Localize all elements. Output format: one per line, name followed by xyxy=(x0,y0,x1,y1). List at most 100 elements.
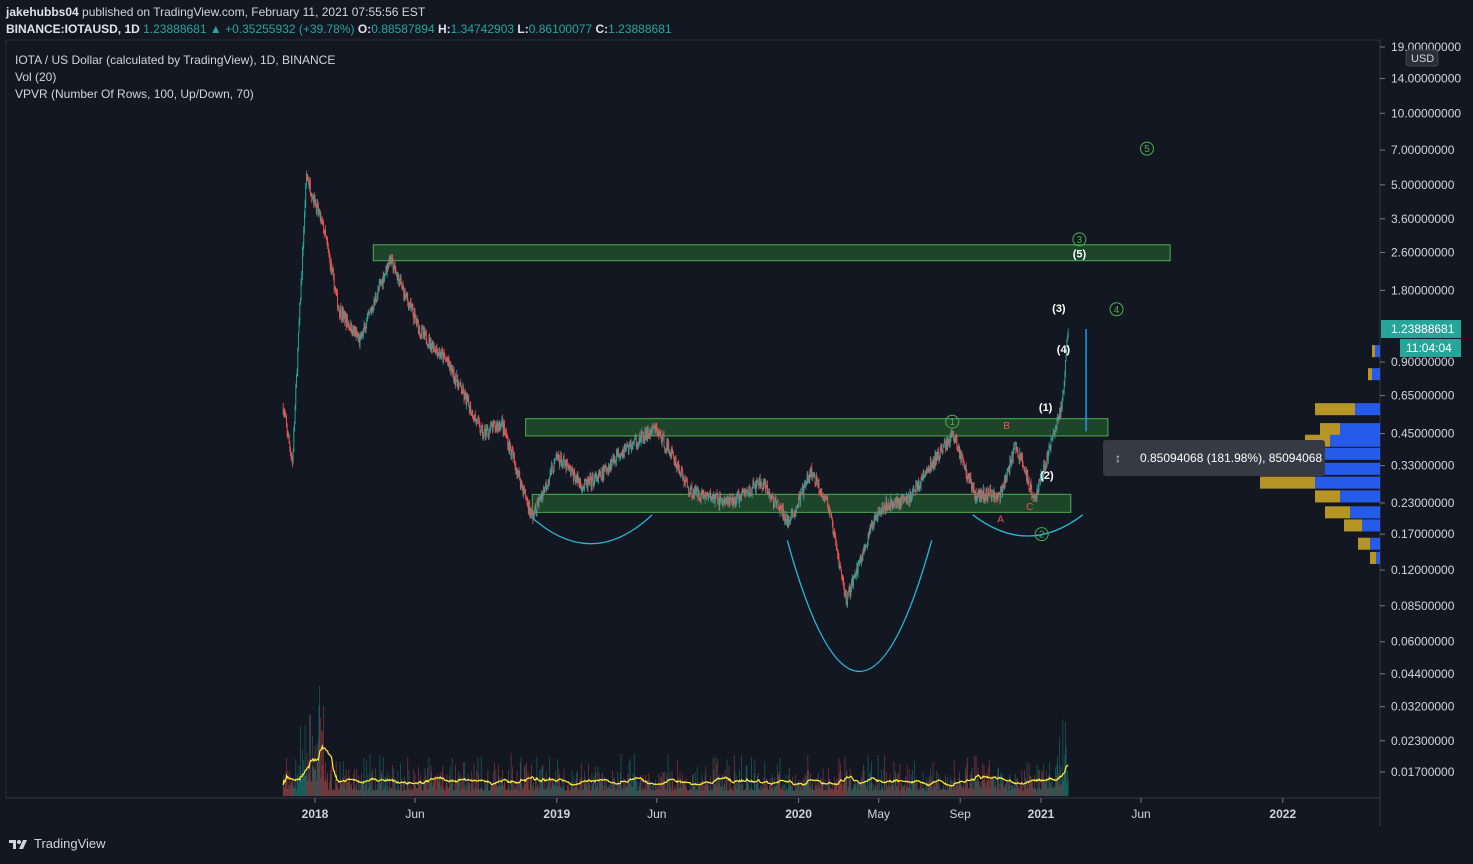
candle-body xyxy=(544,487,546,493)
candle-body xyxy=(683,476,685,483)
candle-body xyxy=(498,423,499,427)
time-tick-label: 2019 xyxy=(543,807,570,821)
volume-bar xyxy=(533,782,534,796)
volume-bar xyxy=(820,788,821,796)
candle-body xyxy=(831,518,833,523)
candle-body xyxy=(631,445,633,448)
volume-bar xyxy=(293,788,295,796)
volume-bar xyxy=(753,773,755,796)
volume-bar xyxy=(741,784,743,796)
candle-body xyxy=(317,203,319,205)
volume-bar xyxy=(582,790,584,796)
time-axis[interactable]: 2018 Jun 2019 Jun 2020 May Sep 2021 Jun 2022 xyxy=(302,798,1297,821)
candle-body xyxy=(351,322,352,334)
candle-body xyxy=(712,494,714,499)
candle-body xyxy=(536,501,538,515)
legend-volume[interactable]: Vol (20) xyxy=(15,70,57,84)
currency-badge[interactable] xyxy=(1405,49,1439,67)
candle-body xyxy=(802,486,804,496)
volume-bar xyxy=(652,790,654,796)
candle-body xyxy=(954,440,956,444)
candle-body xyxy=(892,502,894,506)
candle-body xyxy=(640,437,642,442)
volume-bar xyxy=(421,781,423,796)
volume-bar xyxy=(939,788,941,796)
volume-bar xyxy=(670,786,672,796)
volume-bar xyxy=(959,771,960,796)
volume-bar xyxy=(417,767,419,796)
candle-body xyxy=(755,483,757,492)
candle-body xyxy=(650,431,652,436)
candle-body xyxy=(313,196,315,204)
candle-body xyxy=(657,432,658,436)
volume-bar xyxy=(500,777,502,796)
volume-bar xyxy=(612,781,614,796)
volume-bar xyxy=(459,776,460,796)
volume-bar xyxy=(786,790,788,796)
candle-body xyxy=(420,335,422,337)
candle-body xyxy=(833,530,835,534)
volume-bar xyxy=(679,771,681,796)
candle-body xyxy=(1022,456,1023,466)
candle-body xyxy=(535,505,536,511)
volume-bar xyxy=(382,790,383,796)
volume-bar xyxy=(525,784,527,796)
candle-body xyxy=(399,279,401,287)
volume-bar xyxy=(438,781,440,796)
legend-main-series[interactable]: IOTA / US Dollar (calculated by TradingV… xyxy=(15,53,336,67)
volume-bar xyxy=(484,778,485,796)
candle-body xyxy=(625,445,627,449)
candle-body xyxy=(876,518,878,520)
volume-bar xyxy=(985,788,987,796)
candle-body xyxy=(448,357,450,364)
volume-bar xyxy=(356,790,358,796)
volume-bar xyxy=(859,782,861,796)
volume-bar xyxy=(496,781,497,796)
volume-bar xyxy=(758,787,760,796)
volume-bar xyxy=(349,782,351,796)
candle-body xyxy=(920,482,921,487)
candle-body xyxy=(933,457,935,466)
candle-body xyxy=(917,481,919,491)
candle-body xyxy=(1010,462,1012,465)
legend-vpvr[interactable]: VPVR (Number Of Rows, 100, Up/Down, 70) xyxy=(15,87,254,101)
volume-bar xyxy=(872,790,874,796)
volume-bar xyxy=(721,774,723,796)
volume-bar xyxy=(588,778,590,796)
candle-body xyxy=(967,474,969,481)
candle-body xyxy=(870,524,872,531)
candle-body xyxy=(936,453,938,458)
volume-bar xyxy=(800,780,802,796)
candle-body xyxy=(513,455,515,461)
volume-bar xyxy=(530,778,532,796)
volume-bar xyxy=(308,776,310,796)
candle-body xyxy=(841,574,843,577)
footer-brand-text: TradingView xyxy=(34,836,106,851)
volume-bar xyxy=(689,784,691,796)
volume-bar xyxy=(969,774,971,796)
time-tick-label: 2022 xyxy=(1269,807,1296,821)
candle-body xyxy=(612,459,613,462)
volume-bar xyxy=(789,785,791,796)
price-axis[interactable]: 19.0000000014.0000000010.000000007.00000… xyxy=(1380,40,1461,779)
volume-bar xyxy=(1010,790,1011,796)
volume-bar xyxy=(331,790,333,796)
volume-bar xyxy=(433,777,435,796)
countdown-badge xyxy=(1400,339,1461,358)
volume-bar xyxy=(858,784,860,796)
candle-body xyxy=(830,512,832,518)
volume-bar xyxy=(839,773,841,796)
volume-bar xyxy=(1045,780,1047,796)
candle-body xyxy=(356,330,358,336)
candle-body xyxy=(428,337,430,345)
volume-bar xyxy=(984,782,986,796)
volume-bar xyxy=(785,775,787,796)
candle-body xyxy=(943,445,945,447)
volume-bar xyxy=(878,790,880,796)
tradingview-branding[interactable]: TradingView xyxy=(8,836,106,851)
candle-body xyxy=(397,276,399,280)
candle-body xyxy=(753,484,755,486)
candle-body xyxy=(553,471,554,473)
publisher-name[interactable]: jakehubbs04 xyxy=(6,5,79,19)
